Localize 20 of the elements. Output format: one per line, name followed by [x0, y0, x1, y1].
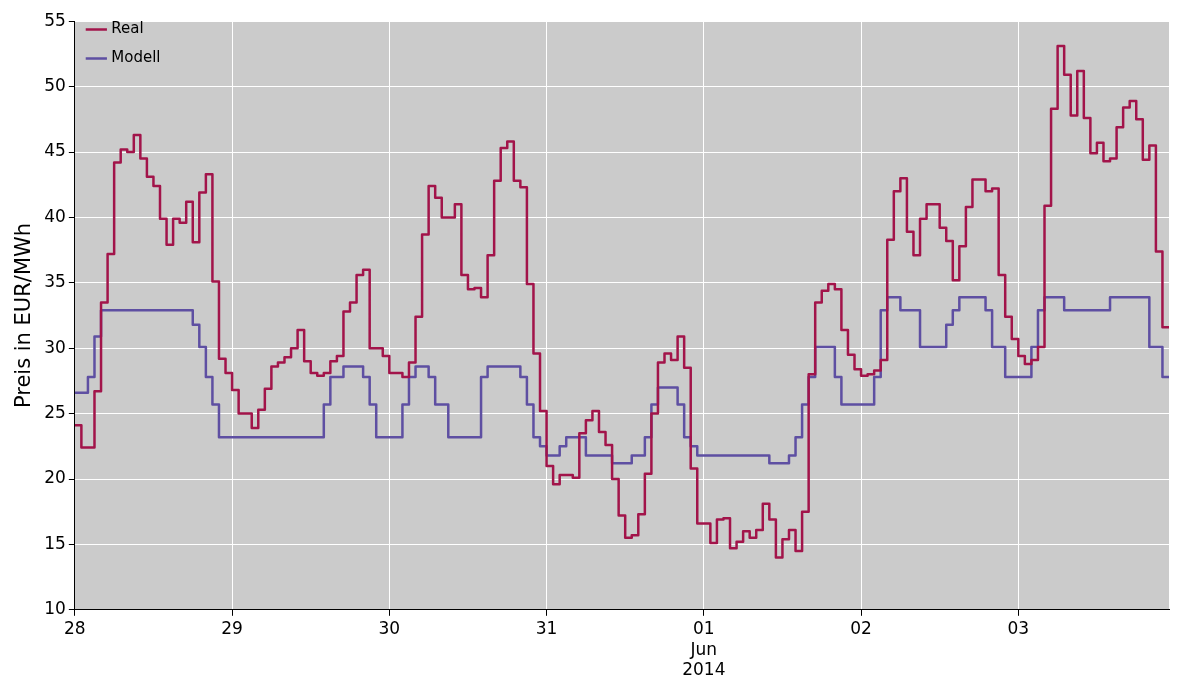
y-tick-label: 50	[44, 75, 66, 96]
y-tick-label: 35	[44, 271, 66, 292]
x-tick-label: 31	[535, 618, 558, 639]
x-tick-label: 30	[378, 618, 401, 639]
legend-label: Real	[111, 19, 144, 38]
y-tick-label: 55	[44, 9, 66, 30]
y-tick-label: 20	[44, 467, 66, 488]
y-tick-label: 40	[44, 205, 66, 226]
legend-label: Modell	[111, 48, 161, 67]
x-tick-label: 02	[850, 618, 872, 639]
y-tick-label: 25	[44, 402, 66, 423]
y-tick-label: 15	[44, 532, 66, 553]
y-tick-label: 10	[44, 598, 66, 619]
x-tick-label: 29	[221, 618, 243, 639]
x-tick-label: 01 Jun 2014	[682, 618, 726, 680]
y-axis-title: Preis in EUR/MWh	[11, 222, 36, 409]
y-tick-label: 45	[44, 140, 66, 161]
x-tick-label: 03	[1007, 618, 1030, 639]
x-tick-label: 28	[64, 618, 86, 639]
y-tick-label: 30	[44, 336, 66, 357]
